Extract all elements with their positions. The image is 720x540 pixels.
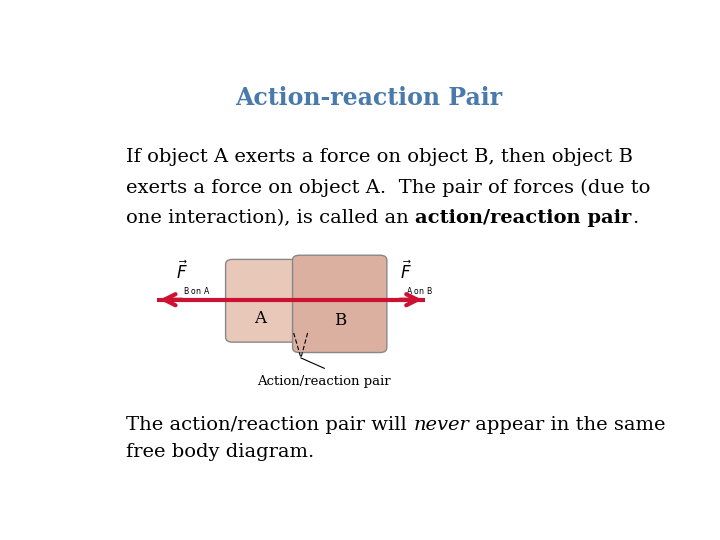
Text: action/reaction pair: action/reaction pair [415, 208, 631, 227]
Text: If object A exerts a force on object B, then object B: If object A exerts a force on object B, … [126, 148, 634, 166]
Text: one interaction), is called an: one interaction), is called an [126, 208, 415, 227]
Text: exerts a force on object A.  The pair of forces (due to: exerts a force on object A. The pair of … [126, 178, 651, 197]
FancyBboxPatch shape [292, 255, 387, 353]
Text: $_{\rm A\ on\ B}$: $_{\rm A\ on\ B}$ [406, 285, 433, 298]
Text: $\vec{F}$: $\vec{F}$ [400, 261, 411, 283]
Text: appear in the same: appear in the same [469, 416, 666, 434]
Text: never: never [413, 416, 469, 434]
Text: B: B [334, 312, 346, 329]
Text: A: A [254, 310, 266, 327]
Text: .: . [631, 208, 638, 227]
Text: Action-reaction Pair: Action-reaction Pair [235, 85, 503, 110]
Text: $\vec{F}$: $\vec{F}$ [176, 261, 188, 283]
Text: The action/reaction pair will: The action/reaction pair will [126, 416, 413, 434]
Text: Action/reaction pair: Action/reaction pair [258, 375, 391, 388]
Text: $_{\rm B\ on\ A}$: $_{\rm B\ on\ A}$ [183, 285, 211, 298]
FancyBboxPatch shape [225, 259, 312, 342]
Text: free body diagram.: free body diagram. [126, 443, 315, 461]
